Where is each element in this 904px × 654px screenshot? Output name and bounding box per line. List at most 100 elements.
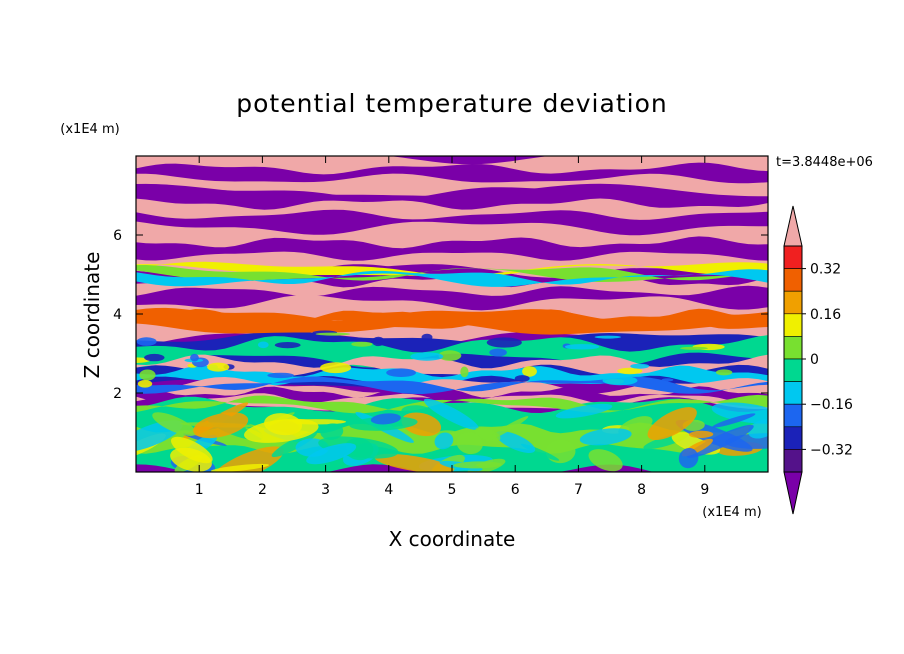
- contour-edge: [136, 269, 768, 287]
- field-blob: [306, 443, 357, 465]
- y-tick-label: 6: [113, 228, 122, 244]
- field-blob: [207, 362, 230, 372]
- field-blob: [522, 366, 537, 377]
- field-blob: [315, 332, 351, 336]
- time-label: t=3.8448e+06: [776, 155, 873, 170]
- field-blob: [137, 380, 153, 388]
- x-tick-label: 6: [511, 482, 520, 498]
- colorbar-tick-label: 0.32: [810, 262, 841, 278]
- x-tick-label: 5: [448, 482, 457, 498]
- field-blob: [386, 368, 416, 378]
- field-blob: [555, 403, 613, 419]
- field-blob: [647, 407, 697, 441]
- x-axis-label: X coordinate: [389, 527, 516, 551]
- field-blob: [678, 447, 699, 469]
- colorbar-tick-label: −0.32: [810, 442, 853, 458]
- field-blob: [686, 424, 754, 458]
- field-blob: [351, 341, 373, 347]
- field-blob: [320, 423, 344, 440]
- field-blob: [374, 453, 454, 472]
- x-tick-label: 9: [700, 482, 709, 498]
- y-axis-label: Z coordinate: [80, 252, 104, 379]
- field-blob: [680, 346, 708, 350]
- x-tick-label: 1: [195, 482, 204, 498]
- layer-band: [136, 162, 768, 184]
- field-blob: [588, 449, 623, 472]
- field-blob: [271, 431, 318, 458]
- field-blob: [617, 367, 643, 375]
- colorbar-tick-label: 0: [810, 352, 819, 368]
- field-blob: [486, 337, 522, 348]
- field-blob: [370, 413, 401, 425]
- field-blob: [171, 436, 213, 464]
- field-blob: [460, 366, 469, 378]
- field-blob: [410, 352, 444, 361]
- field-blob: [136, 337, 157, 346]
- colorbar-band: [783, 449, 803, 473]
- field-blob: [453, 461, 502, 469]
- field-blob: [594, 335, 621, 339]
- colorbar-bottom-triangle: [783, 471, 803, 515]
- y-tick-label: 4: [113, 307, 122, 323]
- x-axis: 1 2 3 4 5 6 7 8 9: [195, 156, 709, 498]
- field-blob: [495, 431, 536, 453]
- field-blob: [438, 350, 462, 361]
- colorbar-tick-label: −0.16: [810, 397, 853, 413]
- field-blob: [190, 353, 199, 362]
- field-blob: [257, 341, 269, 349]
- colorbar-band: [783, 426, 803, 450]
- y-unit-label: (x1E4 m): [60, 122, 119, 137]
- field-blob: [579, 428, 632, 446]
- field-blob: [144, 353, 165, 362]
- x-tick-label: 8: [637, 482, 646, 498]
- colorbar-band: [783, 336, 803, 360]
- field-blob: [715, 369, 733, 376]
- x-tick-label: 7: [574, 482, 583, 498]
- chart-title: potential temperature deviation: [236, 89, 667, 118]
- field-blob: [152, 412, 197, 436]
- x-unit-label: (x1E4 m): [702, 505, 761, 520]
- colorbar-band: [783, 245, 803, 269]
- field-blob: [564, 344, 600, 350]
- y-axis: 2 4 6: [113, 228, 768, 402]
- field-blob: [434, 432, 454, 450]
- field-blob: [484, 416, 529, 442]
- field-blob: [602, 375, 638, 386]
- field-blob: [193, 412, 249, 439]
- colorbar-band: [783, 268, 803, 292]
- colorbar-band: [783, 290, 803, 315]
- layer-band: [136, 236, 768, 261]
- colorbar-band: [783, 313, 803, 337]
- field-blob: [210, 463, 270, 472]
- field-blob: [514, 375, 530, 382]
- x-tick-label: 4: [384, 482, 393, 498]
- colorbar-band: [783, 403, 803, 428]
- field-blob: [423, 398, 479, 430]
- field-blob: [456, 432, 484, 455]
- layer-band: [136, 307, 768, 335]
- field-blob: [139, 369, 156, 381]
- field-blob: [421, 333, 433, 341]
- field-blob: [712, 413, 756, 428]
- colorbar-top-triangle: [783, 205, 803, 247]
- colorbar-band: [783, 381, 803, 405]
- field-blob: [711, 402, 768, 424]
- layer-band: [136, 198, 768, 220]
- field-blob: [661, 378, 674, 382]
- contour-field: [136, 156, 768, 472]
- field-blob: [371, 336, 385, 347]
- field-blob: [274, 342, 301, 349]
- layer-band: [136, 386, 768, 404]
- y-tick-label: 2: [113, 386, 122, 402]
- field-blob: [320, 362, 352, 374]
- field-blob: [489, 348, 507, 357]
- field-blob: [630, 363, 650, 369]
- colorbar-tick-label: 0.16: [810, 307, 841, 323]
- field-blob: [244, 418, 319, 443]
- colorbar-band: [783, 358, 803, 382]
- x-tick-label: 2: [258, 482, 267, 498]
- colorbar: 0.32 0.16 0 −0.16 −0.32: [783, 205, 853, 515]
- field-blob: [267, 372, 295, 379]
- field-blob: [688, 430, 714, 439]
